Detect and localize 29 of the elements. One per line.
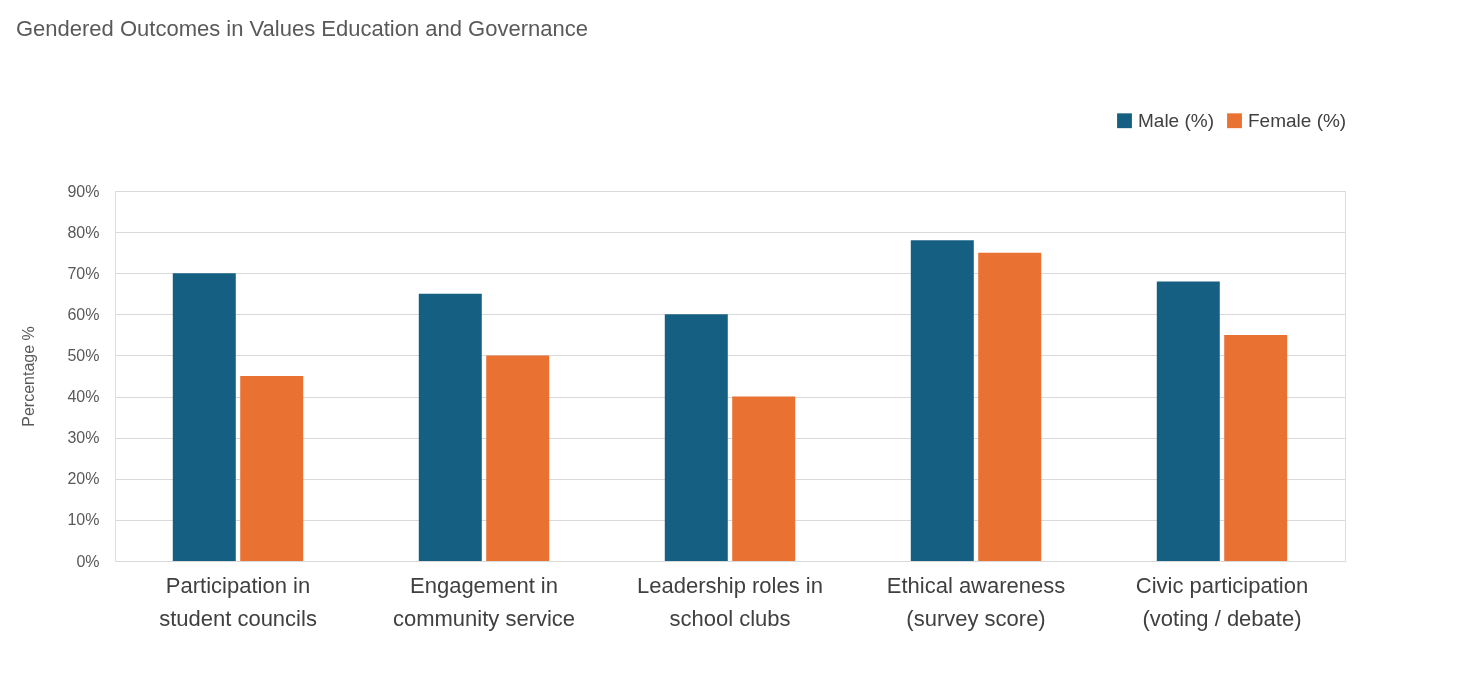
x-tick-label: Ethical awareness (survey score) bbox=[886, 572, 1066, 631]
y-tick-label: 80% bbox=[67, 223, 100, 241]
y-tick-label: 30% bbox=[67, 429, 100, 447]
legend-label: Female (%) bbox=[1248, 109, 1347, 131]
y-tick-label: 10% bbox=[67, 511, 100, 529]
chart-title: Gendered Outcomes in Values Education and Governance bbox=[15, 16, 588, 41]
bar bbox=[1224, 334, 1288, 561]
y-axis-title: Percentage % bbox=[20, 326, 38, 427]
y-tick-label: 50% bbox=[67, 346, 100, 364]
y-tick-label: 70% bbox=[67, 264, 100, 282]
x-tick-label: Civic participation (voting / debate) bbox=[1135, 572, 1309, 631]
x-tick-label: Participation in student councils bbox=[159, 572, 317, 631]
bar bbox=[978, 252, 1042, 561]
y-tick-label: 20% bbox=[67, 470, 100, 488]
bar bbox=[240, 376, 304, 561]
bar bbox=[732, 396, 796, 561]
y-tick-label: 60% bbox=[67, 305, 100, 323]
bar bbox=[486, 355, 550, 561]
bar bbox=[910, 240, 974, 561]
x-tick-label: Leadership roles in school clubs bbox=[637, 572, 823, 631]
y-tick-label: 90% bbox=[67, 182, 100, 200]
bar bbox=[418, 293, 482, 561]
x-tick-label: Engagement in community service bbox=[392, 572, 576, 631]
y-tick-label: 40% bbox=[67, 388, 100, 406]
bar bbox=[1156, 281, 1220, 561]
bar bbox=[172, 273, 236, 561]
y-tick-label: 0% bbox=[76, 552, 100, 570]
legend-label: Male (%) bbox=[1138, 109, 1215, 131]
bar bbox=[664, 314, 728, 561]
